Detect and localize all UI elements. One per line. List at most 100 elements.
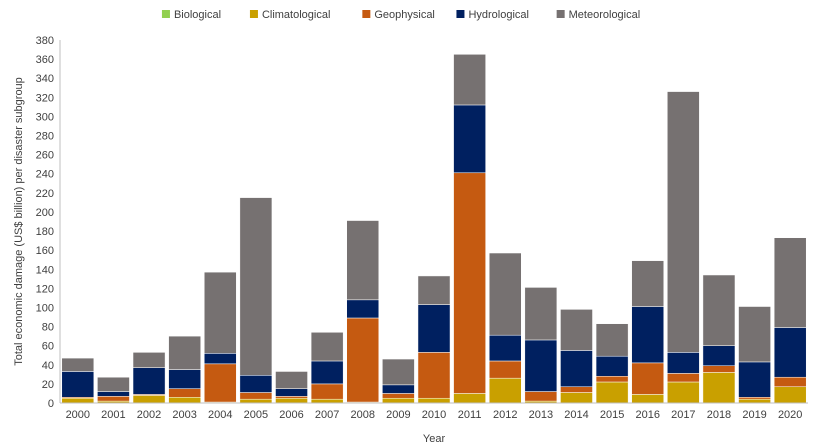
y-tick-label: 220 (36, 188, 54, 200)
bar-segment-geophysical-2005 (239, 392, 273, 400)
bar-segment-climatological-2019 (738, 398, 771, 404)
bar-segment-geophysical-2009 (382, 393, 415, 399)
bar-segment-geophysical-2011 (453, 172, 486, 394)
y-tick-label: 360 (36, 54, 54, 66)
x-tick-label: 2019 (742, 409, 766, 421)
legend-swatch-hydrological (456, 10, 465, 18)
y-tick-label: 140 (36, 264, 54, 276)
x-tick-label: 2004 (208, 409, 232, 421)
bar-segment-geophysical-2004 (204, 363, 237, 403)
bar-segment-geophysical-2015 (595, 376, 629, 383)
y-tick-label: 300 (36, 111, 54, 123)
bar-segment-hydrological-2017 (667, 352, 700, 374)
legend-label-meteorological: Meteorological (569, 9, 641, 21)
y-axis-title: Total economic damage (US$ billion) per … (13, 77, 25, 366)
bar-segment-meteorological-2009 (382, 358, 415, 386)
bar-segment-geophysical-2014 (560, 386, 593, 393)
y-tick-label: 260 (36, 150, 54, 162)
bar-segment-hydrological-2012 (488, 334, 522, 362)
bar-segment-geophysical-2017 (667, 373, 700, 383)
bar-segment-climatological-2017 (667, 381, 700, 404)
bar-segment-hydrological-2006 (275, 388, 308, 397)
y-tick-label: 0 (48, 398, 54, 410)
x-tick-label: 2016 (635, 409, 659, 421)
legend-label-hydrological: Hydrological (468, 9, 529, 21)
legend-swatch-meteorological (556, 10, 565, 18)
x-tick-label: 2012 (493, 409, 517, 421)
bar-segment-hydrological-2005 (239, 375, 273, 393)
bar-segment-meteorological-2005 (239, 197, 273, 376)
y-axis-ticks: 0 20 40 60 80 100 120 140 160 180 200 220 240 260 280 3… (36, 35, 54, 410)
bar-segment-hydrological-2008 (346, 299, 380, 319)
legend-label-climatological: Climatological (262, 9, 330, 21)
y-tick-label: 60 (42, 341, 54, 353)
legend-label-biological: Biological (174, 9, 221, 21)
bar-segment-climatological-2010 (417, 397, 451, 404)
x-tick-label: 2008 (351, 409, 375, 421)
x-tick-label: 2005 (244, 409, 268, 421)
bar-segment-hydrological-2010 (417, 304, 451, 353)
bar-segment-meteorological-2012 (488, 252, 522, 336)
bar-segment-meteorological-2006 (275, 371, 308, 389)
bars (61, 54, 807, 404)
y-tick-label: 340 (36, 73, 54, 85)
bar-segment-meteorological-2010 (417, 275, 451, 305)
bar-segment-climatological-2015 (595, 381, 629, 404)
x-tick-label: 2020 (778, 409, 802, 421)
bar-segment-climatological-2009 (382, 397, 415, 404)
bar-segment-hydrological-2011 (453, 104, 486, 174)
bar-segment-meteorological-2015 (595, 323, 629, 357)
bar-segment-meteorological-2014 (560, 309, 593, 351)
y-tick-label: 320 (36, 92, 54, 104)
y-tick-label: 180 (36, 226, 54, 238)
bar-segment-geophysical-2019 (738, 397, 771, 400)
bar-segment-climatological-2000 (61, 397, 95, 404)
legend-swatch-climatological (249, 10, 258, 18)
x-tick-label: 2010 (422, 409, 446, 421)
y-tick-label: 160 (36, 245, 54, 257)
x-tick-label: 2002 (137, 409, 161, 421)
bar-segment-meteorological-2019 (738, 306, 771, 363)
bar-segment-climatological-2016 (631, 394, 664, 404)
x-tick-label: 2000 (66, 409, 90, 421)
x-tick-label: 2003 (172, 409, 196, 421)
x-tick-label: 2013 (529, 409, 553, 421)
bar-segment-meteorological-2016 (631, 260, 664, 307)
bar-segment-geophysical-2001 (97, 396, 130, 402)
x-tick-label: 2018 (707, 409, 731, 421)
y-tick-label: 380 (36, 35, 54, 47)
bar-segment-geophysical-2012 (488, 360, 522, 379)
bar-segment-meteorological-2001 (97, 376, 130, 392)
x-tick-label: 2015 (600, 409, 624, 421)
bar-segment-meteorological-2004 (204, 271, 237, 354)
bar-segment-hydrological-2018 (702, 345, 736, 366)
bar-segment-hydrological-2019 (738, 361, 771, 398)
bar-segment-meteorological-2013 (524, 287, 558, 341)
bar-segment-climatological-2007 (310, 398, 344, 404)
bar-segment-climatological-2014 (560, 392, 593, 404)
x-tick-label: 2011 (458, 409, 482, 421)
bar-segment-hydrological-2001 (97, 391, 130, 397)
x-tick-label: 2014 (564, 409, 588, 421)
y-tick-label: 20 (42, 379, 54, 391)
bar-segment-hydrological-2009 (382, 384, 415, 394)
bar-segment-climatological-2002 (132, 395, 166, 404)
bar-segment-meteorological-2011 (453, 54, 486, 106)
bar-segment-climatological-2020 (773, 386, 807, 404)
y-tick-label: 100 (36, 302, 54, 314)
bar-segment-climatological-2003 (168, 397, 201, 404)
bar-segment-geophysical-2018 (702, 365, 736, 373)
x-axis-title: Year (423, 433, 446, 445)
x-tick-label: 2001 (101, 409, 125, 421)
bar-segment-meteorological-2002 (132, 352, 166, 368)
bar-segment-meteorological-2007 (310, 332, 344, 362)
bar-segment-hydrological-2000 (61, 371, 95, 398)
bar-segment-climatological-2006 (275, 397, 308, 404)
y-tick-label: 80 (42, 322, 54, 334)
legend-label-geophysical: Geophysical (374, 9, 435, 21)
bar-segment-climatological-2018 (702, 372, 736, 404)
bar-segment-climatological-2005 (239, 398, 273, 404)
bar-segment-geophysical-2013 (524, 391, 558, 402)
bar-segment-meteorological-2018 (702, 274, 736, 346)
